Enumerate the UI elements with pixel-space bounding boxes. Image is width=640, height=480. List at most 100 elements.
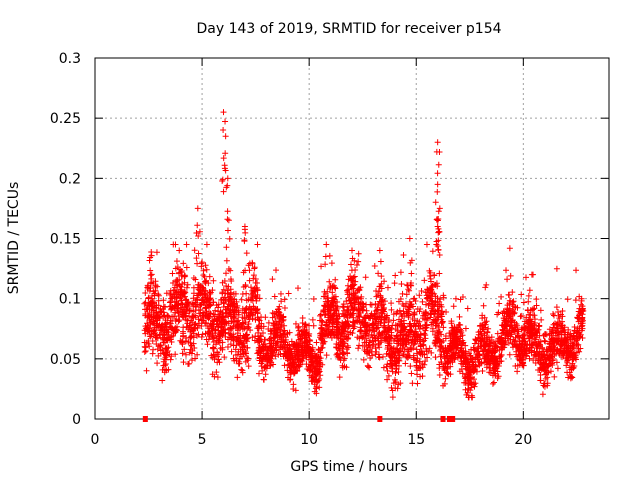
data-point — [246, 310, 253, 317]
data-point — [332, 276, 339, 283]
data-point — [448, 320, 455, 327]
data-point — [422, 312, 429, 319]
data-point — [539, 344, 546, 351]
y-tick-label: 0.25 — [50, 111, 81, 127]
data-point — [484, 358, 491, 365]
data-point — [199, 309, 206, 316]
data-point — [359, 342, 366, 349]
y-tick-label: 0.3 — [59, 51, 81, 67]
data-point — [520, 335, 527, 342]
data-point — [400, 331, 407, 338]
data-point — [150, 314, 157, 321]
data-point — [196, 301, 203, 308]
data-point — [390, 317, 397, 324]
data-point — [389, 357, 396, 364]
gap-marker — [142, 416, 148, 422]
data-point — [392, 326, 399, 333]
data-point — [181, 279, 188, 286]
data-point — [141, 300, 148, 307]
data-point — [193, 297, 200, 304]
data-point — [462, 361, 469, 368]
data-point — [573, 267, 580, 274]
data-point — [530, 340, 537, 347]
data-point — [578, 297, 585, 304]
data-point — [454, 354, 461, 361]
data-point — [541, 337, 548, 344]
data-point — [278, 341, 285, 348]
data-point — [261, 336, 268, 343]
data-point — [249, 334, 256, 341]
data-point — [516, 334, 523, 341]
data-point — [244, 325, 251, 332]
data-point — [465, 394, 472, 401]
data-point — [225, 283, 232, 290]
data-point — [368, 301, 375, 308]
data-point — [376, 287, 383, 294]
data-point — [402, 360, 409, 367]
data-point — [445, 371, 452, 378]
data-point — [146, 343, 153, 350]
y-tick-label: 0.2 — [59, 171, 81, 187]
data-point — [373, 293, 380, 300]
data-point — [204, 313, 211, 320]
data-point — [239, 320, 246, 327]
data-point — [578, 301, 585, 308]
data-point — [356, 335, 363, 342]
data-point — [341, 307, 348, 314]
data-point — [190, 275, 197, 282]
data-point — [475, 351, 482, 358]
data-point — [232, 351, 239, 358]
data-point — [225, 326, 232, 333]
data-point — [435, 208, 442, 215]
data-point — [483, 318, 490, 325]
data-point — [570, 342, 577, 349]
data-point — [343, 346, 350, 353]
data-point — [491, 370, 498, 377]
data-point — [376, 340, 383, 347]
data-point — [408, 257, 415, 264]
data-point — [434, 283, 441, 290]
data-point — [533, 302, 540, 309]
data-point — [286, 354, 293, 361]
data-point — [416, 365, 423, 372]
data-point — [142, 347, 149, 354]
data-point — [423, 241, 430, 248]
data-point — [179, 308, 186, 315]
data-point — [363, 339, 370, 346]
data-point — [505, 308, 512, 315]
data-point — [354, 317, 361, 324]
data-point — [372, 320, 379, 327]
data-point — [299, 314, 306, 321]
data-point — [183, 306, 190, 313]
data-point — [417, 305, 424, 312]
data-point — [412, 323, 419, 330]
data-point — [287, 360, 294, 367]
data-point — [317, 349, 324, 356]
data-point — [451, 335, 458, 342]
data-point — [392, 370, 399, 377]
data-point — [255, 370, 262, 377]
data-point — [322, 261, 329, 268]
data-point — [540, 348, 547, 355]
data-point — [481, 314, 488, 321]
data-point — [339, 323, 346, 330]
data-point — [530, 325, 537, 332]
data-point — [410, 345, 417, 352]
data-point — [239, 290, 246, 297]
data-point — [227, 276, 234, 283]
data-point — [288, 369, 295, 376]
data-point — [192, 355, 199, 362]
data-point — [193, 255, 200, 262]
data-point — [159, 377, 166, 384]
data-point — [204, 295, 211, 302]
data-point — [507, 272, 514, 279]
data-point — [390, 380, 397, 387]
data-point — [550, 312, 557, 319]
data-point — [322, 290, 329, 297]
data-point — [309, 377, 316, 384]
data-point — [435, 246, 442, 253]
data-point — [395, 337, 402, 344]
data-point — [167, 356, 174, 363]
data-point — [239, 369, 246, 376]
data-point — [256, 317, 263, 324]
